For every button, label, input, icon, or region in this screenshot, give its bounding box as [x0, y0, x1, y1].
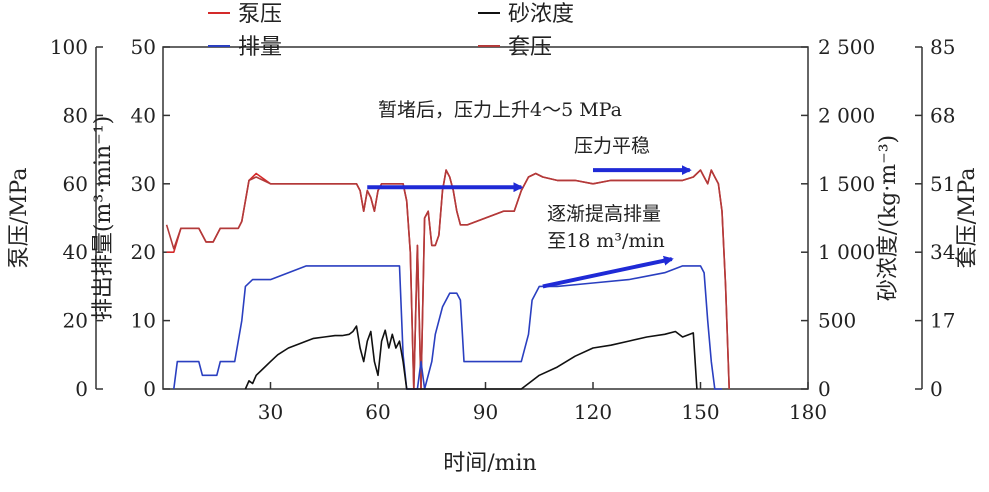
annotation-pressure-rise: 暂堵后，压力上升4～5 MPa — [378, 99, 622, 121]
legend-label-sand-concentration: 砂浓度 — [508, 2, 574, 27]
tick-label-sand_concentration-2: 1 000 — [818, 240, 875, 264]
tick-label-casing_pressure-0: 0 — [930, 377, 943, 401]
tick-label-time-4: 150 — [681, 400, 719, 424]
series-line-rate — [173, 265, 722, 390]
tick-label-casing_pressure-2: 34 — [930, 240, 955, 264]
tick-label-casing_pressure-3: 51 — [930, 172, 955, 196]
tick-label-pump_pressure-2: 40 — [63, 240, 88, 264]
annotation-pressure-stable: 压力平稳 — [574, 135, 650, 157]
ticks-casing-pressure: 0 17 34 51 68 85 — [915, 35, 955, 401]
tick-label-time-3: 120 — [574, 400, 612, 424]
annotation-arrow-rate-increase — [542, 255, 674, 289]
tick-label-casing_pressure-1: 17 — [930, 309, 955, 333]
axis-label-sand-concentration: 砂浓度/(kg·m⁻³) — [876, 135, 901, 301]
tick-label-rate-0: 0 — [143, 377, 156, 401]
legend-label-casing-pressure: 套压 — [508, 35, 552, 60]
series-layer — [165, 169, 730, 390]
tick-label-rate-4: 40 — [131, 103, 156, 127]
axis-rate: 0 10 20 30 40 50 排出排量(m³·min⁻¹) — [91, 35, 170, 401]
tick-label-rate-1: 10 — [131, 309, 156, 333]
axis-label-pump-pressure: 泵压/MPa — [7, 168, 32, 269]
legend-label-rate: 排量 — [238, 35, 282, 60]
legend-label-pump-pressure: 泵压 — [238, 2, 282, 27]
axis-casing-pressure: 0 17 34 51 68 85 套压/MPa — [915, 35, 980, 401]
annotation-rate-increase: 逐渐提高排量 — [547, 203, 661, 225]
tick-label-sand_concentration-0: 0 — [818, 377, 831, 401]
tick-label-sand_concentration-5: 2 500 — [818, 35, 875, 59]
tick-label-rate-2: 20 — [131, 240, 156, 264]
tick-label-time-5: 180 — [789, 400, 827, 424]
ticks-time: 30 60 90 120 150 180 — [258, 382, 827, 424]
tick-label-sand_concentration-4: 2 000 — [818, 103, 875, 127]
tick-label-casing_pressure-4: 68 — [930, 103, 955, 127]
tick-label-pump_pressure-0: 0 — [75, 377, 88, 401]
tick-label-rate-5: 50 — [131, 35, 156, 59]
axis-time: 30 60 90 120 150 180 时间/min — [258, 382, 827, 476]
ticks-pump-pressure: 0 20 40 60 80 100 — [50, 35, 103, 401]
tick-label-time-1: 60 — [365, 400, 390, 424]
series-line-sand-concentration — [244, 325, 698, 390]
tick-label-time-2: 90 — [473, 400, 498, 424]
tick-label-pump_pressure-5: 100 — [50, 35, 88, 59]
axis-label-rate: 排出排量(m³·min⁻¹) — [91, 116, 116, 320]
axis-label-casing-pressure: 套压/MPa — [955, 168, 980, 269]
tick-label-casing_pressure-5: 85 — [930, 35, 955, 59]
series-line-casing-pressure — [165, 169, 730, 390]
annotation-rate-target: 至18 m³/min — [547, 230, 665, 252]
axis-sand-concentration: 0 500 1 000 1 500 2 000 2 500 砂浓度/(kg·m⁻³) — [801, 35, 901, 401]
tick-label-time-0: 30 — [258, 400, 283, 424]
tick-label-pump_pressure-1: 20 — [63, 309, 88, 333]
tick-label-sand_concentration-1: 500 — [818, 309, 856, 333]
axis-pump-pressure: 0 20 40 60 80 100 泵压/MPa — [7, 35, 103, 401]
tick-label-sand_concentration-3: 1 500 — [818, 172, 875, 196]
legend: 泵压 砂浓度 排量 套压 — [208, 2, 574, 60]
axis-label-time: 时间/min — [443, 451, 536, 476]
annotations: 暂堵后，压力上升4～5 MPa 压力平稳 逐渐提高排量 至18 m³/min — [367, 99, 692, 289]
tick-label-rate-3: 30 — [131, 172, 156, 196]
ticks-rate: 0 10 20 30 40 50 — [131, 35, 170, 401]
ticks-sand-concentration: 0 500 1 000 1 500 2 000 2 500 — [801, 35, 875, 401]
tick-label-pump_pressure-3: 60 — [63, 172, 88, 196]
tick-label-pump_pressure-4: 80 — [63, 103, 88, 127]
